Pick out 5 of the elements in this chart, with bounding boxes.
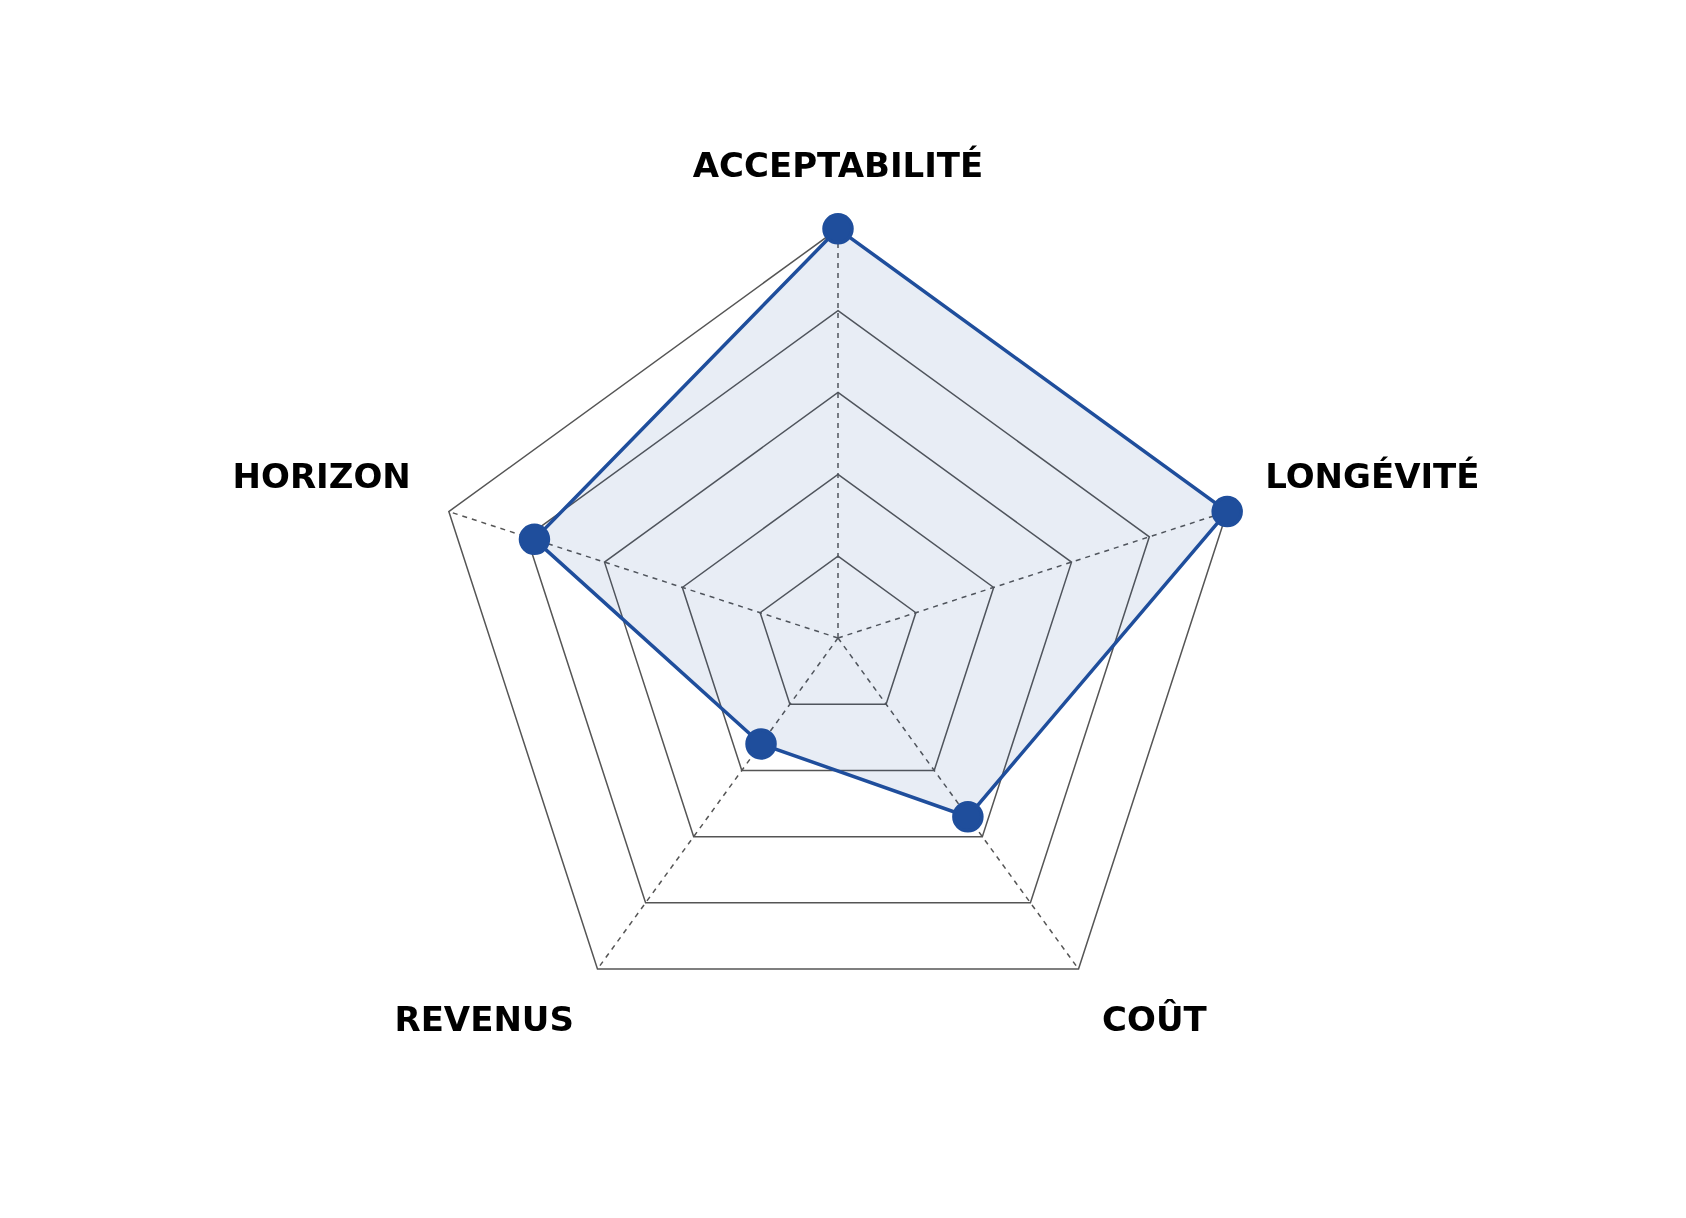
- spoke-label: HORIZON: [232, 455, 411, 496]
- spoke-label: ACCEPTABILITÉ: [692, 145, 984, 186]
- spoke-label: REVENUS: [394, 998, 574, 1039]
- spoke-label: COÛT: [1102, 998, 1208, 1039]
- spoke-label: LONGÉVITÉ: [1265, 455, 1480, 496]
